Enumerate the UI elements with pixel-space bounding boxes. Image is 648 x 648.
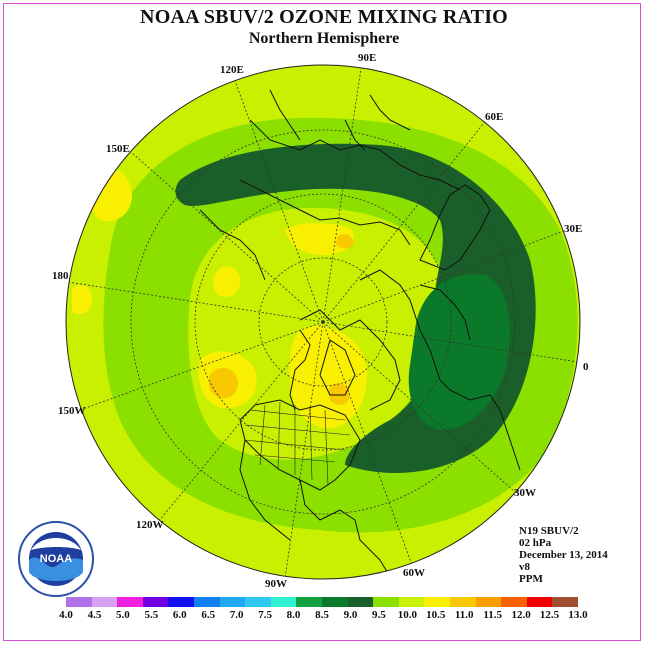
info-satellite: N19 SBUV/2: [519, 525, 579, 537]
colorbar-swatch: [424, 597, 451, 607]
colorbar-swatch: [296, 597, 323, 607]
colorbar-swatch: [245, 597, 272, 607]
field-11-0-c: [328, 383, 350, 405]
colorbar-tick-label: 7.5: [258, 609, 272, 621]
colorbar-tick-label: 9.0: [343, 609, 358, 621]
colorbar-tick-label: 12.0: [511, 609, 531, 621]
chart-title: NOAA SBUV/2 OZONE MIXING RATIO: [140, 6, 508, 28]
lon-label-180: 180: [52, 270, 69, 282]
ozone-field: [66, 65, 580, 579]
lon-label-150w: 150W: [58, 405, 86, 417]
colorbar-swatch: [142, 597, 169, 607]
coastlines: [199, 89, 521, 579]
map-boundary: [65, 64, 581, 580]
colorbar-swatch: [194, 597, 221, 607]
logo-text: NOAA: [40, 553, 72, 565]
product-info: N19 SBUV/2 02 hPa December 13, 2014 v8 P…: [519, 525, 608, 585]
lon-label-60w: 60W: [403, 567, 425, 579]
colorbar-swatch: [552, 597, 579, 607]
colorbar-swatch: [66, 597, 93, 607]
colorbar-tick-label: 6.0: [172, 609, 187, 621]
field-10-5-small: [213, 266, 241, 298]
colorbar-tick-label: 11.0: [454, 609, 474, 621]
info-version: v8: [519, 561, 530, 573]
noaa-logo: NOAA: [18, 521, 94, 597]
field-10-5-north: [285, 223, 354, 256]
colorbar-swatch: [168, 597, 195, 607]
colorbar-tick-label: 8.5: [315, 609, 329, 621]
colorbar-swatch: [270, 597, 297, 607]
colorbar-swatch: [117, 597, 144, 607]
colorbar-tick-label: 6.5: [201, 609, 216, 621]
field-10-5-america: [289, 326, 367, 429]
colorbar-tick-label: 7.0: [229, 609, 244, 621]
lon-label-120e: 120E: [220, 64, 244, 76]
lon-label-30e: 30E: [564, 223, 582, 235]
field-11-0-a: [208, 367, 238, 399]
colorbar-swatch: [219, 597, 246, 607]
colorbar-tick-label: 11.5: [483, 609, 502, 621]
chart-subtitle: Northern Hemisphere: [248, 30, 400, 47]
colorbar-tick-label: 4.0: [59, 609, 73, 621]
graticule: [67, 65, 579, 579]
color-scale: 4.0 4.5 5.0 5.5 6.0 6.5 7.0 7.5 8.0 8.5 9.0 9.5 10.0…: [0, 594, 648, 624]
info-date: December 13, 2014: [519, 549, 608, 561]
colorbar-tick-label: 10.5: [426, 609, 446, 621]
field-8-5: [408, 274, 510, 430]
image-frame: [3, 3, 641, 641]
colorbar-tick-label: 9.5: [372, 609, 386, 621]
colorbar-swatch: [322, 597, 349, 607]
field-11-0-b: [336, 234, 354, 249]
info-level: 02 hPa: [519, 537, 552, 549]
lon-label-90e: 90E: [358, 52, 376, 64]
colorbar-swatch: [526, 597, 553, 607]
colorbar-tick-label: 8.0: [286, 609, 301, 621]
field-10-5-edge: [72, 284, 92, 315]
colorbar-tick-label: 5.5: [144, 609, 159, 621]
colorbar-tick-label: 5.0: [116, 609, 130, 621]
colorbar-tick-label: 12.5: [539, 609, 560, 621]
colorbar-swatch: [347, 597, 374, 607]
colorbar-tick-label: 10.0: [397, 609, 417, 621]
colorbar-tick-label: 4.5: [87, 609, 102, 621]
state-borders: [244, 401, 351, 486]
colorbar-swatch: [501, 597, 528, 607]
colorbar-swatch: [91, 597, 118, 607]
lon-label-0: 0: [583, 361, 589, 373]
colorbar-swatch: [398, 597, 425, 607]
lon-label-90w: 90W: [265, 578, 287, 590]
lon-label-60e: 60E: [485, 111, 503, 123]
info-units: PPM: [519, 573, 543, 585]
colorbar-swatch: [475, 597, 502, 607]
lon-label-150e: 150E: [106, 143, 130, 155]
lon-label-120w: 120W: [136, 519, 164, 531]
colorbar-tick-label: 13.0: [568, 609, 588, 621]
lon-label-30w: 30W: [514, 487, 536, 499]
colorbar-swatch: [450, 597, 477, 607]
colorbar-swatch: [373, 597, 400, 607]
